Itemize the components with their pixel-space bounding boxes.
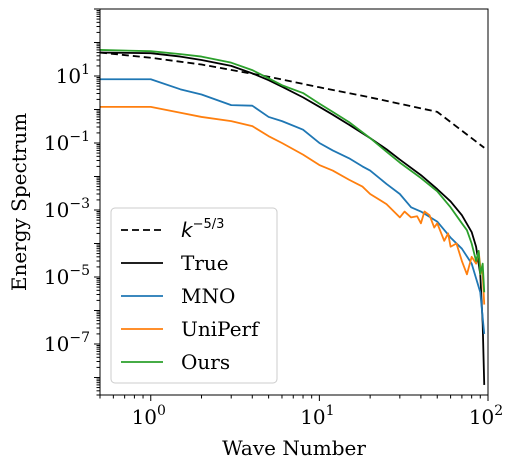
x-axis-label: Wave Number [222,436,366,460]
x-tick-label: 102 [469,403,503,429]
x-tick-label: 101 [300,403,334,429]
plot-frame [99,8,489,396]
legend-label: k−5/3 [181,217,224,242]
x-axis-ticks: 100 101 102 [99,395,503,429]
y-tick-label: 10−7 [44,330,90,356]
series-line-ours [100,49,486,293]
y-tick-label: 10−5 [44,263,90,289]
legend-label: UniPerf [181,317,260,341]
y-tick-label: 101 [56,62,90,88]
series-layer [100,49,486,385]
legend-label: MNO [181,284,235,308]
y-tick-label: 10−1 [44,129,90,155]
y-axis-label: Energy Spectrum [7,113,31,291]
legend-label: True [181,251,229,275]
legend-label: Ours [181,350,230,374]
y-tick-label: 10−3 [44,196,90,222]
series-line-k-power-law [100,51,485,149]
series-line-mno [100,78,486,334]
x-tick-label: 100 [132,403,166,429]
y-axis-ticks: 101 10−1 10−3 10−5 10−7 [44,8,100,396]
series-line-uniperf [100,105,486,305]
series-line-true [100,51,486,385]
legend-frame [110,207,278,384]
legend: k−5/3 True MNO UniPerf Ours [110,207,278,384]
